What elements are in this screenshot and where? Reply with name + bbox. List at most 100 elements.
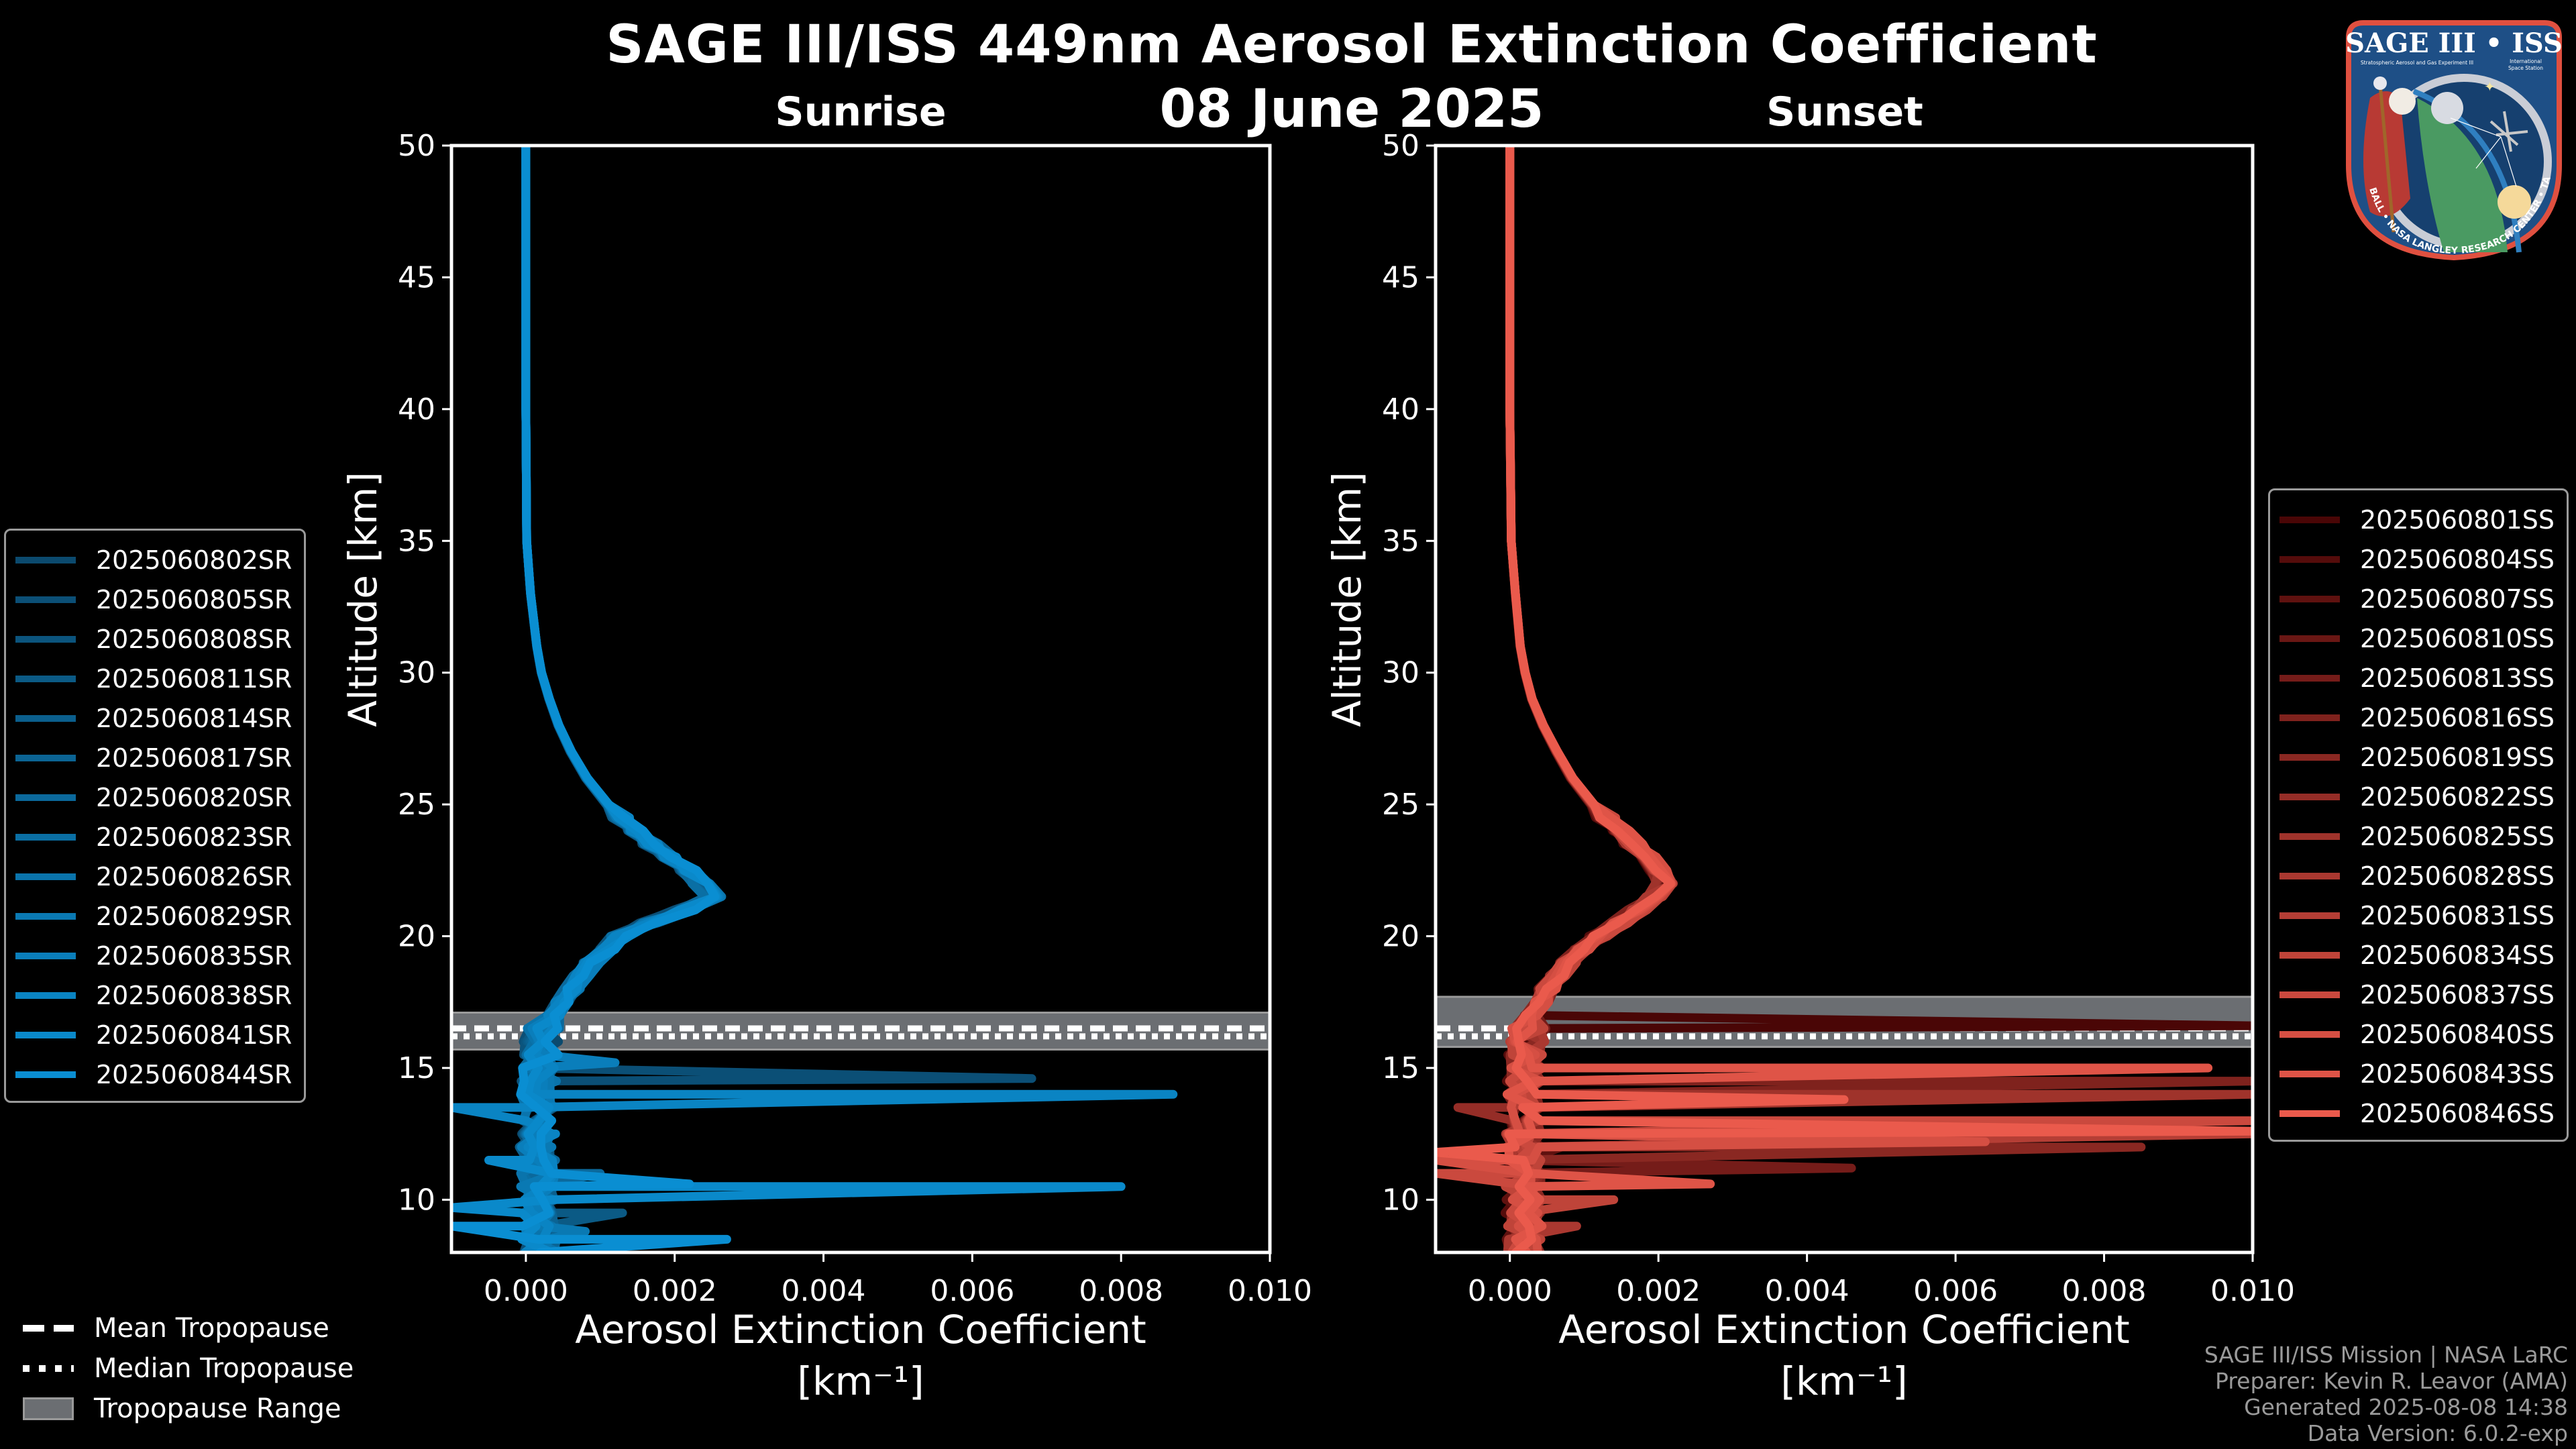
legend-line-swatch [2279,912,2340,919]
legend-label: 2025060805SR [96,584,292,614]
legend-line-swatch [2279,833,2340,840]
y-tick-label: 35 [398,524,435,558]
legend-item: 2025060840SS [2279,1014,2555,1054]
profile-line-2025060822SS [1453,146,1669,1252]
legend-line-swatch [2279,674,2340,682]
x-tick-label: 0.000 [484,1274,568,1308]
legend-tropopause-range: Tropopause Range [23,1389,354,1429]
legend-line-swatch [15,873,76,880]
y-tick-label: 10 [398,1183,435,1217]
x-tick-label: 0.006 [930,1274,1014,1308]
legend-label: 2025060804SS [2360,544,2555,574]
legend-item: 2025060829SR [15,896,292,936]
x-tick-label: 0.000 [1468,1274,1552,1308]
legend-line-swatch [2279,1070,2340,1077]
legend-line-swatch [2279,753,2340,761]
legend-item: 2025060835SR [15,936,292,975]
sunset-legend: 2025060801SS 2025060804SS 2025060807SS 2025… [2268,488,2569,1142]
legend-line-swatch [15,714,76,722]
logo-subtitle-left: Stratospheric Aerosol and Gas Experiment… [2361,60,2473,66]
legend-line-swatch [2279,635,2340,642]
legend-line-swatch [15,635,76,643]
legend-item: 2025060823SR [15,817,292,857]
legend-label: 2025060841SR [96,1020,292,1050]
legend-label: 2025060840SS [2360,1019,2555,1049]
legend-item: 2025060825SS [2279,816,2555,856]
legend-item: 2025060846SS [2279,1093,2555,1133]
legend-label: 2025060834SS [2360,940,2555,970]
legend-item: 2025060811SR [15,659,292,698]
y-tick-label: 50 [1382,129,1419,163]
y-tick-label: 15 [1382,1051,1419,1085]
legend-label: 2025060846SS [2360,1098,2555,1128]
legend-label: 2025060831SS [2360,900,2555,930]
range-band-icon [23,1397,74,1420]
legend-label: 2025060817SR [96,743,292,773]
star-icon: ✦ [2484,78,2496,95]
legend-label: 2025060814SR [96,703,292,733]
legend-item: 2025060838SR [15,975,292,1015]
legend-line-swatch [2279,555,2340,563]
sun-icon [2498,185,2531,219]
x-tick-label: 0.006 [1913,1274,1998,1308]
y-tick-label: 45 [398,260,435,294]
legend-item: 2025060837SS [2279,975,2555,1014]
legend-line-swatch [15,1031,76,1038]
legend-label: 2025060819SS [2360,742,2555,772]
legend-item: 2025060844SR [15,1055,292,1094]
x-axis-label: Aerosol Extinction Coefficient [575,1307,1146,1352]
profile-line-2025060838SR [451,146,1178,1252]
legend-item: 2025060816SS [2279,698,2555,737]
logo-earth [2417,98,2508,252]
legend-item: 2025060813SS [2279,658,2555,698]
x-tick-label: 0.002 [633,1274,717,1308]
legend-line-swatch [15,833,76,841]
legend-label: 2025060837SS [2360,979,2555,1010]
legend-label: 2025060820SR [96,782,292,812]
x-axis-units: [km⁻¹] [1780,1358,1907,1404]
legend-line-swatch [15,1071,76,1078]
moon-icon [2431,92,2463,124]
legend-item: 2025060828SS [2279,856,2555,896]
legend-label: 2025060808SR [96,624,292,654]
y-axis-label: Altitude [km] [1324,472,1370,727]
axes-frame [449,144,1272,1254]
sunset-plot: 10 15 20 25 30 35 40 45 50 0.000 0.002 0.004 0.006 0.… [1324,129,2295,1404]
legend-item: 2025060808SR [15,619,292,659]
legend-item: 2025060826SR [15,857,292,896]
legend-line-swatch [2279,872,2340,879]
legend-label: 2025060835SR [96,941,292,971]
legend-label: 2025060826SR [96,861,292,892]
legend-label: 2025060838SR [96,980,292,1010]
x-tick-label: 0.008 [1079,1274,1163,1308]
legend-label: 2025060823SR [96,822,292,852]
legend-label: Tropopause Range [94,1393,341,1424]
legend-label: 2025060844SR [96,1059,292,1089]
y-tick-label: 15 [398,1051,435,1085]
legend-line-swatch [15,596,76,603]
legend-item: 2025060807SS [2279,579,2555,619]
y-tick-label: 20 [1382,920,1419,954]
x-axis-units: [km⁻¹] [797,1358,924,1404]
legend-item: 2025060819SS [2279,737,2555,777]
sunrise-panel-title: Sunrise [775,89,947,136]
sunrise-plot: 10 15 20 25 30 35 40 45 50 0.000 0.002 0.004 0.006 0.… [340,129,1312,1404]
axes-frame [1434,144,2255,1254]
y-tick-label: 40 [1382,392,1419,427]
legend-label: Mean Tropopause [94,1313,329,1344]
legend-item: 2025060843SS [2279,1054,2555,1093]
legend-line-swatch [15,675,76,682]
legend-line-swatch [2279,1030,2340,1038]
profile-line-2025060816SS [1505,146,2253,1252]
legend-item: 2025060810SS [2279,619,2555,658]
tropopause-legend: Mean Tropopause Median Tropopause Tropop… [23,1308,354,1429]
y-tick-label: 45 [1382,260,1419,294]
chart-title: SAGE III/ISS 449nm Aerosol Extinction Co… [606,15,2098,75]
y-tick-label: 25 [1382,788,1419,822]
x-tick-label: 0.002 [1616,1274,1701,1308]
legend-label: 2025060822SS [2360,782,2555,812]
credit-generated: Generated 2025-08-08 14:38 [2244,1394,2568,1420]
profile-line-2025060844SR [451,146,731,1252]
legend-line-swatch [2279,516,2340,523]
legend-item: 2025060822SS [2279,777,2555,816]
